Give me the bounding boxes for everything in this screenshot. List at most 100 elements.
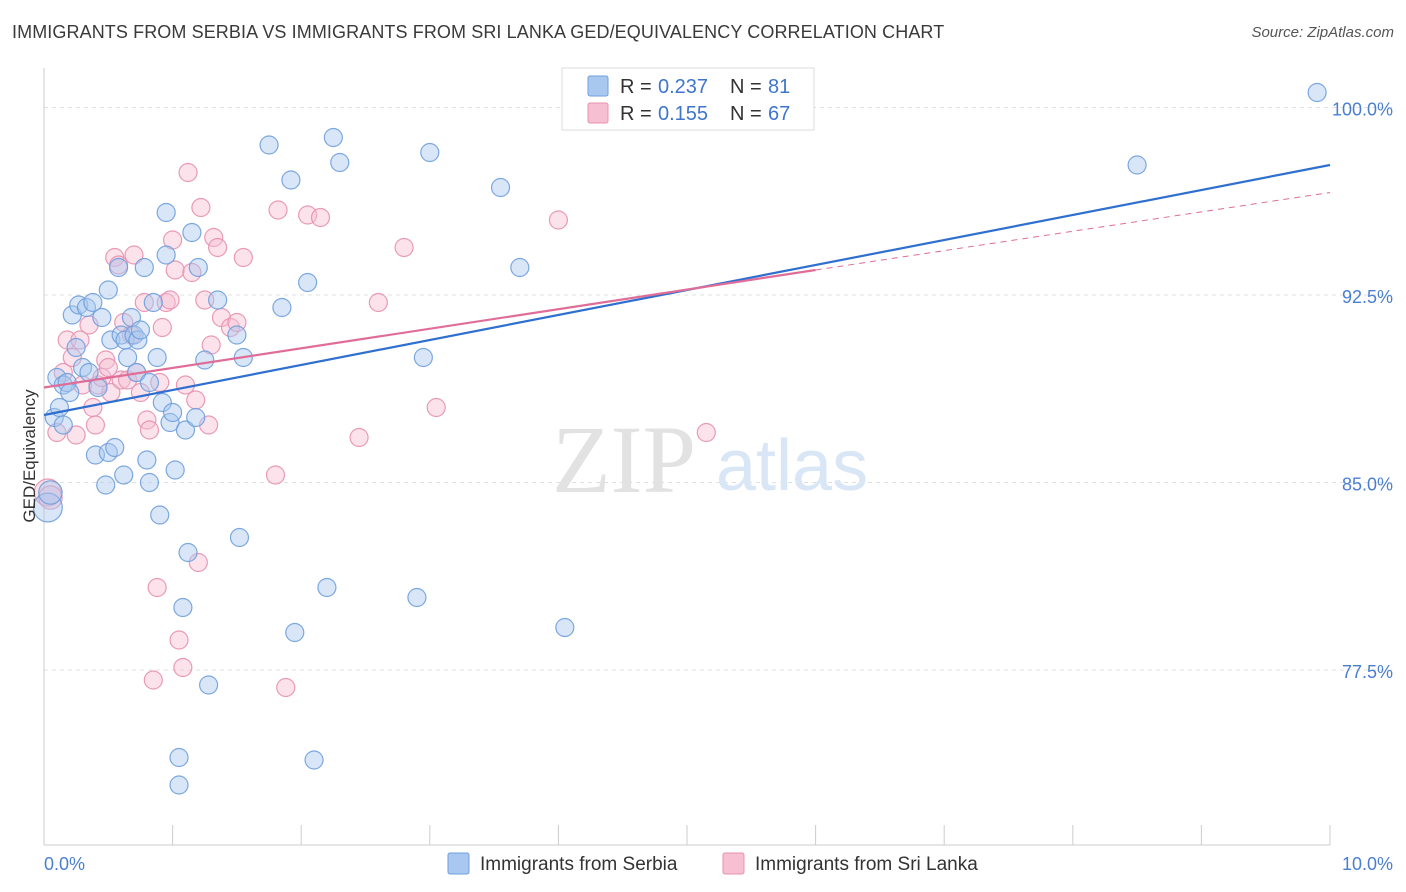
serbia-point bbox=[98, 442, 118, 463]
legend-srilanka-swatch bbox=[722, 852, 745, 875]
srilanka-point bbox=[66, 425, 86, 445]
srilanka-n-label: N = bbox=[730, 103, 762, 125]
srilanka-point bbox=[124, 245, 144, 265]
srilanka-r-value: 0.155 bbox=[658, 103, 708, 125]
trend-lines bbox=[43, 163, 1331, 417]
srilanka-point bbox=[368, 292, 388, 313]
serbia-n-label: N = bbox=[730, 76, 762, 98]
serbia-point bbox=[101, 330, 121, 350]
x-tick-label-min: 0.0% bbox=[44, 854, 85, 874]
serbia-point bbox=[195, 350, 215, 370]
serbia-point bbox=[175, 420, 196, 440]
serbia-point bbox=[156, 202, 176, 223]
srilanka-point bbox=[268, 200, 288, 220]
serbia-point bbox=[208, 290, 228, 310]
serbia-point bbox=[281, 170, 301, 190]
serbia-point bbox=[137, 450, 157, 470]
serbia-n-value: 81 bbox=[768, 76, 790, 98]
serbia-point bbox=[76, 297, 97, 318]
serbia-point bbox=[98, 280, 118, 300]
serbia-point bbox=[165, 460, 185, 480]
y-axis-label: GED/Equivalency bbox=[20, 389, 39, 523]
srilanka-point bbox=[310, 207, 331, 228]
serbia-legend-swatch bbox=[587, 75, 609, 97]
srilanka-trend-line bbox=[43, 268, 816, 389]
srilanka-point bbox=[233, 247, 253, 268]
y-tick-label: 100.0% bbox=[1332, 100, 1393, 120]
srilanka-n-value: 67 bbox=[768, 103, 790, 125]
serbia-point bbox=[147, 347, 167, 368]
srilanka-point bbox=[178, 162, 198, 183]
y-tick-label: 77.5% bbox=[1342, 662, 1393, 682]
srilanka-point bbox=[220, 317, 241, 338]
serbia-point bbox=[163, 402, 183, 423]
srilanka-point bbox=[188, 552, 208, 573]
serbia-points bbox=[32, 82, 1327, 795]
serbia-point bbox=[330, 152, 350, 173]
serbia-point bbox=[555, 617, 575, 638]
watermark-atlas: atlas bbox=[716, 426, 868, 506]
srilanka-point bbox=[62, 347, 82, 368]
serbia-point bbox=[186, 407, 206, 428]
serbia-point bbox=[178, 542, 198, 563]
srilanka-point bbox=[169, 630, 189, 650]
srilanka-point bbox=[152, 317, 172, 338]
serbia-point bbox=[105, 437, 125, 458]
serbia-point bbox=[38, 480, 63, 505]
legend-serbia-swatch bbox=[447, 852, 470, 875]
legend-srilanka-label: Immigrants from Sri Lanka bbox=[755, 854, 978, 875]
srilanka-point bbox=[265, 465, 286, 485]
y-tick-labels: 100.0% 92.5% 85.0% 77.5% bbox=[1332, 100, 1393, 683]
serbia-point bbox=[117, 347, 138, 368]
serbia-point bbox=[60, 382, 80, 403]
srilanka-point bbox=[349, 427, 369, 448]
serbia-point bbox=[32, 492, 63, 523]
srilanka-point bbox=[182, 262, 202, 283]
y-tick-label: 85.0% bbox=[1342, 475, 1393, 495]
serbia-point bbox=[139, 472, 160, 493]
serbia-point bbox=[114, 465, 134, 485]
srilanka-point bbox=[147, 577, 167, 598]
srilanka-point bbox=[548, 210, 569, 230]
srilanka-point bbox=[38, 485, 63, 510]
srilanka-point bbox=[191, 197, 211, 218]
serbia-point bbox=[92, 307, 112, 328]
serbia-point bbox=[139, 372, 160, 393]
serbia-point bbox=[108, 257, 129, 278]
srilanka-point bbox=[186, 390, 206, 410]
srilanka-point bbox=[173, 657, 193, 678]
serbia-point bbox=[143, 292, 163, 313]
srilanka-point bbox=[85, 415, 106, 435]
serbia-point bbox=[66, 337, 86, 358]
serbia-point bbox=[152, 392, 172, 413]
series-legend: Immigrants from Serbia Immigrants from S… bbox=[447, 852, 978, 875]
watermark: ZIP atlas bbox=[552, 406, 868, 513]
serbia-point bbox=[156, 245, 176, 265]
serbia-point bbox=[227, 325, 247, 345]
serbia-point bbox=[407, 587, 427, 608]
srilanka-point bbox=[143, 670, 163, 690]
serbia-point bbox=[285, 622, 305, 643]
serbia-point bbox=[1127, 155, 1147, 175]
serbia-point bbox=[510, 257, 530, 278]
chart-source: Source: ZipAtlas.com bbox=[1251, 24, 1394, 41]
serbia-point bbox=[259, 135, 279, 155]
x-tick-label-max: 10.0% bbox=[1342, 854, 1393, 874]
serbia-point bbox=[420, 142, 440, 163]
serbia-point bbox=[130, 320, 151, 340]
legend-serbia-label: Immigrants from Serbia bbox=[480, 854, 678, 875]
serbia-point bbox=[304, 750, 324, 770]
srilanka-point bbox=[165, 260, 185, 280]
srilanka-point bbox=[96, 350, 116, 370]
serbia-point bbox=[413, 347, 433, 368]
srilanka-r-label: R = bbox=[620, 103, 652, 125]
srilanka-point bbox=[696, 422, 716, 443]
chart-title: IMMIGRANTS FROM SERBIA VS IMMIGRANTS FRO… bbox=[12, 22, 945, 42]
serbia-r-value: 0.237 bbox=[658, 76, 708, 98]
y-tick-label: 92.5% bbox=[1342, 287, 1393, 307]
srilanka-point bbox=[208, 237, 228, 258]
srilanka-point bbox=[160, 290, 180, 310]
axes bbox=[43, 68, 1331, 846]
serbia-r-label: R = bbox=[620, 76, 652, 98]
